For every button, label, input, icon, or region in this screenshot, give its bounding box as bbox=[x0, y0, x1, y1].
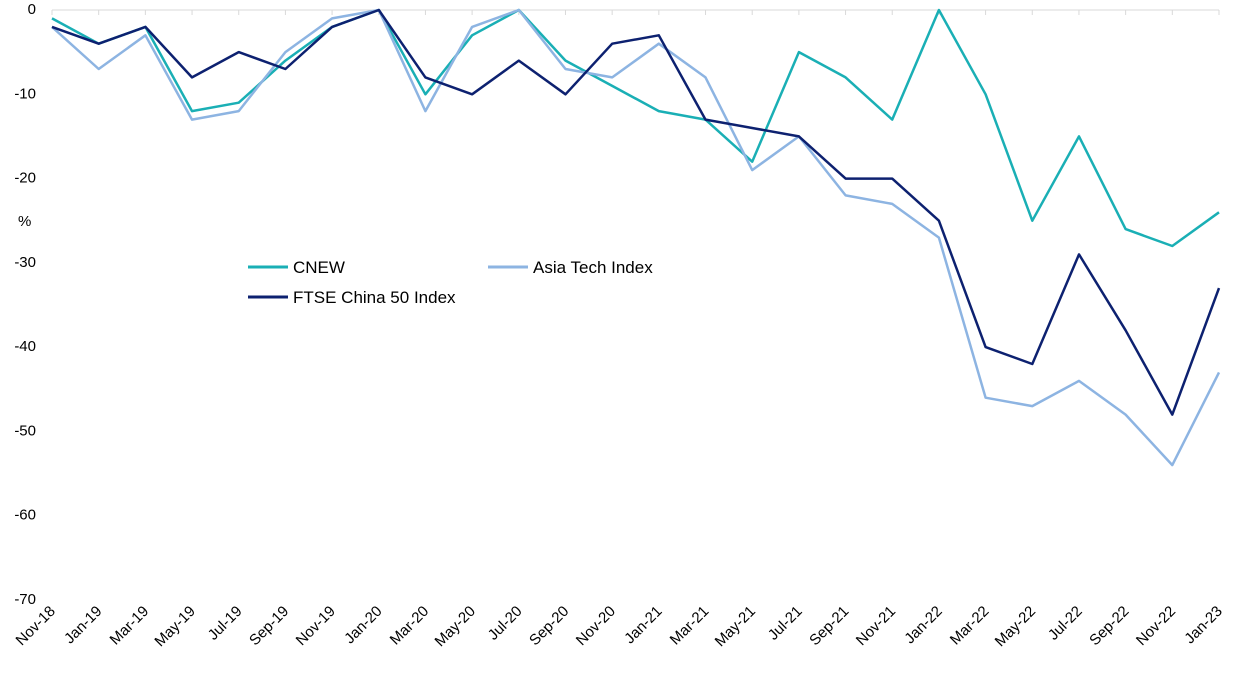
y-tick-label: -70 bbox=[14, 591, 36, 608]
y-tick-label: -30 bbox=[14, 254, 36, 271]
x-tick-label: Jul-22 bbox=[1045, 603, 1086, 644]
x-tick-label: Jan-21 bbox=[621, 603, 665, 647]
series-lines bbox=[51, 8, 1221, 467]
y-tick-label: -50 bbox=[14, 422, 36, 439]
legend-label: Asia Tech Index bbox=[533, 258, 653, 277]
x-tick-marks bbox=[51, 10, 1220, 15]
y-tick-label: -20 bbox=[14, 170, 36, 187]
y-tick-label: 0 bbox=[28, 1, 36, 18]
x-tick-label: Jan-20 bbox=[341, 603, 385, 647]
y-tick-label: -40 bbox=[14, 338, 36, 355]
x-tick-label: Mar-21 bbox=[667, 603, 713, 649]
x-tick-label: Jul-19 bbox=[205, 603, 246, 644]
y-tick-label: -60 bbox=[14, 507, 36, 524]
x-tick-label: Jan-23 bbox=[1181, 603, 1225, 647]
x-tick-label: Jul-21 bbox=[765, 603, 806, 644]
x-tick-label: Jul-20 bbox=[485, 603, 526, 644]
x-tick-label: Sep-21 bbox=[806, 603, 852, 649]
legend-label: FTSE China 50 Index bbox=[293, 288, 456, 307]
x-tick-label: Nov-21 bbox=[853, 603, 899, 649]
x-tick-label: Mar-19 bbox=[107, 603, 153, 649]
x-tick-label: Mar-20 bbox=[387, 603, 433, 649]
axes bbox=[51, 9, 1220, 15]
x-tick-label: Nov-20 bbox=[573, 603, 619, 649]
x-tick-label: May-20 bbox=[432, 603, 479, 650]
x-tick-label: May-22 bbox=[992, 603, 1039, 650]
series-line-cnew bbox=[51, 8, 1220, 248]
x-tick-label: Jan-22 bbox=[901, 603, 945, 647]
series-line-ftse-china-50-index bbox=[51, 8, 1221, 416]
legend: CNEW Asia Tech Index FTSE China 50 Index bbox=[248, 258, 653, 307]
legend-label: CNEW bbox=[293, 258, 345, 277]
series-line-asia-tech-index bbox=[51, 8, 1221, 467]
x-tick-label: Mar-22 bbox=[947, 603, 993, 649]
x-tick-label: May-21 bbox=[712, 603, 759, 650]
y-tick-label: -10 bbox=[14, 85, 36, 102]
x-tick-label: Nov-22 bbox=[1133, 603, 1179, 649]
x-tick-label: Jan-19 bbox=[61, 603, 105, 647]
x-tick-label: Sep-22 bbox=[1086, 603, 1132, 649]
x-axis-ticks: Nov-18 Jan-19 Mar-19 May-19 Jul-19 Sep-19 Nov-… bbox=[13, 603, 1226, 650]
y-axis-label: % bbox=[18, 213, 31, 230]
y-axis-ticks: 0 -10 -20 -30 -40 -50 -60 -70 bbox=[14, 1, 36, 608]
x-tick-label: Nov-18 bbox=[13, 603, 59, 649]
x-tick-label: May-19 bbox=[151, 603, 198, 650]
x-tick-label: Sep-19 bbox=[246, 603, 292, 649]
x-tick-label: Sep-20 bbox=[526, 603, 572, 649]
x-tick-label: Nov-19 bbox=[293, 603, 339, 649]
